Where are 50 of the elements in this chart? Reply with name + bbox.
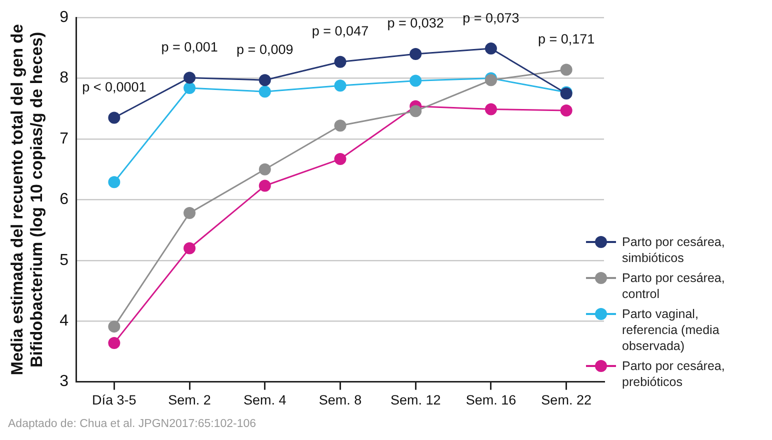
point <box>184 242 196 254</box>
y-axis-title: Media estimada del recuento total del gen de Bifidobacterium (log 10 copias/g de heces) <box>8 24 46 376</box>
point <box>410 105 422 118</box>
point <box>258 163 271 176</box>
y-tick-label: 4 <box>60 312 69 330</box>
y-tick-label: 7 <box>60 130 69 148</box>
annotation: p = 0,009 <box>236 42 294 57</box>
annotation: p = 0,171 <box>538 32 595 47</box>
point <box>108 336 120 349</box>
point <box>410 48 422 60</box>
y-tick-label: 6 <box>60 191 69 208</box>
point <box>560 64 572 76</box>
annotation: p < 0,0001 <box>82 79 146 94</box>
point <box>410 74 422 87</box>
point <box>334 153 346 166</box>
point <box>184 207 196 220</box>
point <box>484 42 497 55</box>
point <box>334 80 346 92</box>
point <box>108 320 120 333</box>
y-tick-label: 5 <box>60 252 69 269</box>
x-tick-label: Sem. 12 <box>390 392 441 408</box>
legend-label: Parto por cesárea, control <box>622 270 726 302</box>
y-tick-label: 3 <box>60 373 69 390</box>
point <box>258 180 271 192</box>
point <box>258 74 271 86</box>
annotation: p = 0,032 <box>387 16 444 31</box>
x-tick-label: Sem. 22 <box>541 392 592 408</box>
point <box>184 72 196 84</box>
y-tick-label: 9 <box>60 9 69 26</box>
x-tick-label: Sem. 2 <box>168 392 211 408</box>
point <box>184 82 196 94</box>
point <box>334 56 346 68</box>
annotation: p = 0,001 <box>161 39 218 54</box>
point <box>484 103 497 116</box>
point <box>334 120 346 132</box>
point <box>258 86 271 98</box>
y-tick-label: 8 <box>60 70 69 87</box>
legend-label: Parto por cesárea, prebióticos <box>622 358 726 390</box>
point <box>560 104 572 116</box>
x-tick-label: Día 3-5 <box>92 392 136 408</box>
annotation: p = 0,073 <box>462 10 520 26</box>
point <box>108 112 120 124</box>
text: Adaptado de: Chua et al. JPGN2017:65:102-106 <box>8 418 256 430</box>
legend-label: Parto por cesárea, simbióticos <box>622 234 726 266</box>
x-tick-label: Sem. 16 <box>466 392 516 408</box>
x-tick-label: Sem. 4 <box>244 392 287 408</box>
x-tick-label: Sem. 8 <box>318 392 362 408</box>
legend-label: Parto vaginal, referencia (media observada) <box>622 306 720 354</box>
point <box>108 176 120 188</box>
annotation: p = 0,047 <box>312 24 369 39</box>
